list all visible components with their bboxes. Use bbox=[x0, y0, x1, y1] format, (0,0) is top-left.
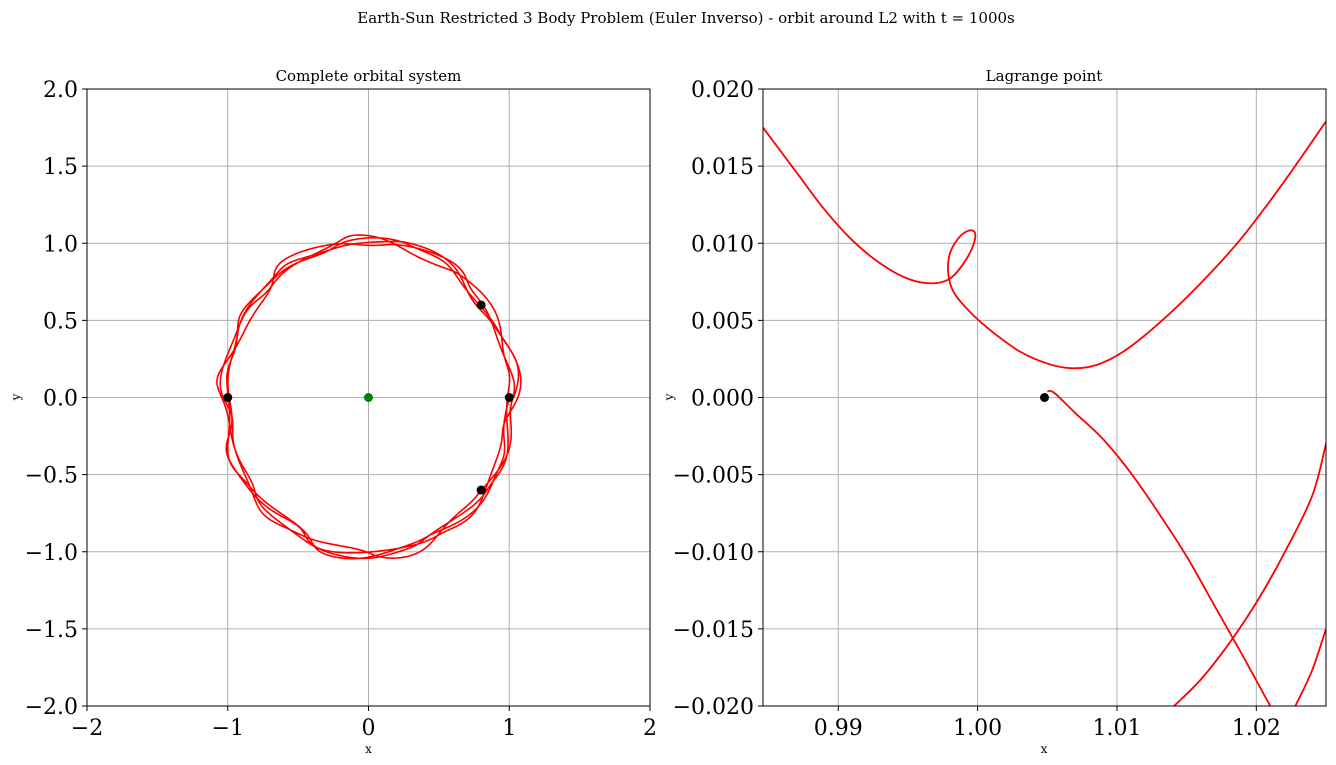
lagrange-point-ylabel: y bbox=[662, 393, 676, 401]
lagrange-point-trajectory-line bbox=[1173, 443, 1326, 706]
orbital-system-body-marker bbox=[364, 393, 373, 402]
orbital-system-xtick-label: 1 bbox=[502, 716, 516, 741]
orbital-system-ticks: −2 −1 0 1 2 −2.0 −1.5 −1.0 −0.5 0.0 0.5 1.0 1.5 2.0 bbox=[25, 78, 657, 741]
orbital-system-body-marker bbox=[476, 485, 486, 495]
orbital-system-ytick-label: 0.0 bbox=[43, 387, 78, 412]
lagrange-point-trajectory-line bbox=[1047, 389, 1272, 706]
figure-suptitle: Earth-Sun Restricted 3 Body Problem (Eul… bbox=[357, 9, 1014, 27]
lagrange-point-ytick-label: −0.020 bbox=[673, 695, 754, 720]
orbital-system-ytick-label: −0.5 bbox=[25, 464, 78, 489]
lagrange-point-xtick-label: 1.02 bbox=[1232, 716, 1281, 741]
orbital-system-xtick-label: 0 bbox=[362, 716, 376, 741]
lagrange-point-trajectory-line bbox=[763, 120, 1326, 370]
orbital-system-body-marker bbox=[504, 393, 514, 402]
lagrange-point-ytick-label: 0.010 bbox=[691, 232, 754, 257]
orbital-system-ytick-label: 1.0 bbox=[43, 232, 78, 257]
lagrange-point-plot-area bbox=[763, 120, 1326, 706]
orbital-system-ytick-label: 0.5 bbox=[43, 309, 78, 334]
orbital-system-xtick-label: 2 bbox=[643, 716, 657, 741]
orbital-system-ytick-label: 1.5 bbox=[43, 155, 78, 180]
orbital-system-ytick-label: 2.0 bbox=[43, 78, 78, 103]
lagrange-point-body-marker bbox=[1040, 393, 1049, 402]
orbital-system-plot-area bbox=[216, 234, 522, 560]
lagrange-point-axes: Lagrange point 0.99 1.00 1.01 1.02 −0.020 −0.… bbox=[662, 67, 1327, 756]
lagrange-point-title: Lagrange point bbox=[986, 67, 1103, 85]
lagrange-point-xlabel: x bbox=[1041, 742, 1048, 756]
lagrange-point-ytick-label: −0.015 bbox=[673, 618, 754, 643]
orbital-system-xtick-label: −2 bbox=[71, 716, 103, 741]
orbital-system-ytick-label: −2.0 bbox=[25, 695, 78, 720]
lagrange-point-ticks: 0.99 1.00 1.01 1.02 −0.020 −0.015 −0.010 −0.005… bbox=[673, 78, 1281, 741]
orbital-system-ylabel: y bbox=[9, 393, 23, 401]
orbital-system-axes: Complete orbital system −2 −1 0 1 2−2.0−1.5−… bbox=[9, 67, 657, 756]
lagrange-point-ytick-label: 0.015 bbox=[691, 155, 754, 180]
orbital-system-title: Complete orbital system bbox=[276, 67, 462, 85]
lagrange-point-xtick-label: 1.01 bbox=[1092, 716, 1141, 741]
lagrange-point-xtick-label: 0.99 bbox=[814, 716, 863, 741]
orbital-system-xtick-label: −1 bbox=[212, 716, 244, 741]
lagrange-point-ytick-label: −0.010 bbox=[673, 541, 754, 566]
lagrange-point-ytick-label: −0.005 bbox=[673, 464, 754, 489]
lagrange-point-ytick-label: 0.020 bbox=[691, 78, 754, 103]
lagrange-point-trajectory-line bbox=[1294, 628, 1326, 706]
orbital-system-xlabel: x bbox=[365, 742, 372, 756]
lagrange-point-ytick-label: 0.000 bbox=[691, 387, 754, 412]
orbital-system-ytick-label: −1.0 bbox=[25, 541, 78, 566]
orbital-system-ytick-label: −1.5 bbox=[25, 618, 78, 643]
lagrange-point-xtick-label: 1.00 bbox=[953, 716, 1002, 741]
orbital-system-body-marker bbox=[223, 393, 233, 402]
orbital-system-body-marker bbox=[476, 300, 486, 310]
lagrange-point-ytick-label: 0.005 bbox=[691, 309, 754, 334]
